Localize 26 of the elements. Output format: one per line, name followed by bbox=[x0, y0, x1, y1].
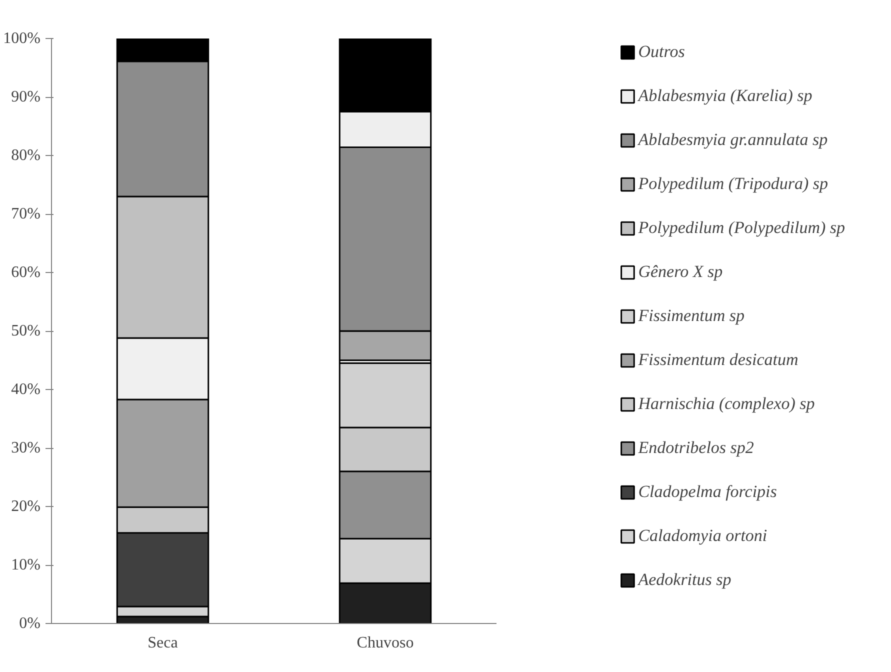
legend-label: Polypedilum (Tripodura) sp bbox=[638, 174, 828, 194]
x-tick-label: Seca bbox=[148, 634, 178, 652]
y-tick-label: 40% bbox=[11, 381, 40, 398]
y-tick-label: 50% bbox=[11, 322, 40, 340]
y-tick-label: 80% bbox=[11, 147, 40, 164]
y-tick-label: 30% bbox=[11, 440, 40, 456]
y-tick-label: 60% bbox=[11, 264, 40, 281]
y-tick-label: 70% bbox=[11, 206, 40, 222]
y-tick-label: 20% bbox=[11, 498, 40, 515]
legend-label: Ablabesmyia (Karelia) sp bbox=[638, 86, 812, 106]
legend-label: Endotribelos sp2 bbox=[638, 438, 754, 458]
y-tick-label: 0% bbox=[19, 615, 40, 632]
legend-label: Harnischia (complexo) sp bbox=[638, 394, 815, 414]
legend-label: Fissimentum sp bbox=[638, 306, 744, 326]
legend-label: Gênero X sp bbox=[638, 262, 723, 282]
y-tick-label: 10% bbox=[11, 556, 40, 574]
legend-label: Outros bbox=[638, 42, 685, 62]
legend-label: Ablabesmyia gr.annulata sp bbox=[638, 130, 828, 150]
legend-label: Caladomyia ortoni bbox=[638, 526, 768, 546]
y-tick-label: 100% bbox=[3, 30, 40, 47]
y-tick-label: 90% bbox=[11, 88, 40, 106]
x-tick-label: Chuvoso bbox=[356, 634, 414, 652]
legend-label: Fissimentum desicatum bbox=[638, 350, 798, 370]
legend-label: Polypedilum (Polypedilum) sp bbox=[638, 218, 845, 238]
legend-label: Cladopelma forcipis bbox=[638, 482, 777, 502]
legend-label: Aedokritus sp bbox=[638, 570, 732, 590]
